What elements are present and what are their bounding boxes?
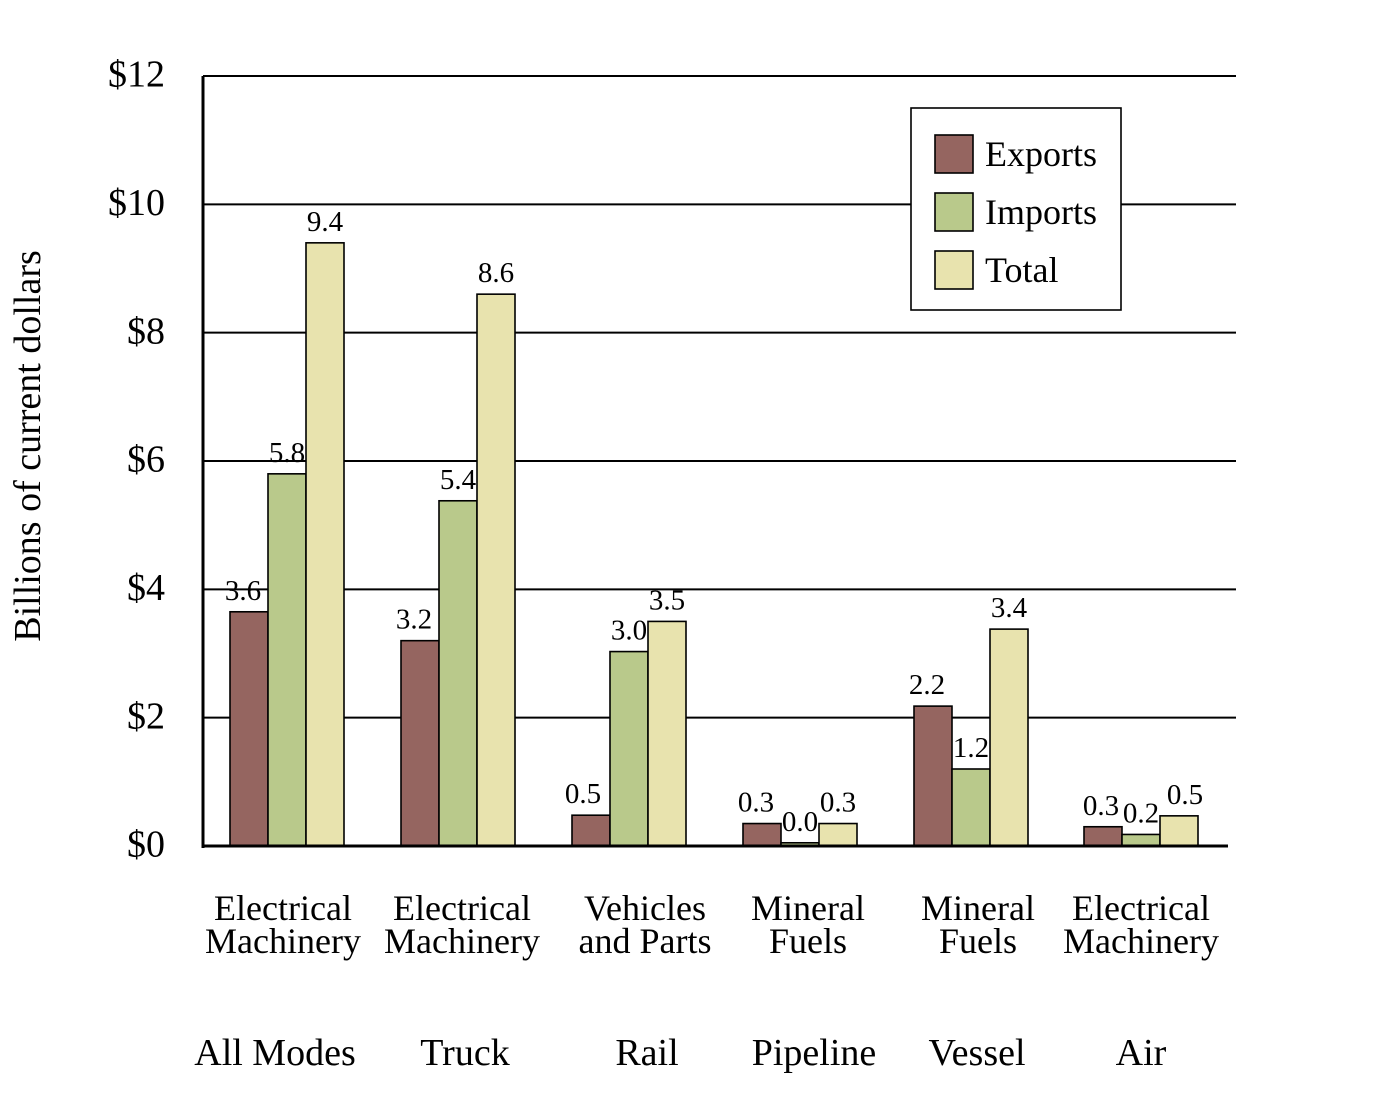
category-label: Mineral [921,888,1035,928]
value-label: 0.2 [1123,797,1159,829]
category-label: Vehicles [584,888,706,928]
value-label: 3.2 [396,604,432,636]
category-labels: ElectricalMachineryElectricalMachineryVe… [205,888,1219,961]
category-label: Electrical [214,888,352,928]
bar-exports [571,814,611,847]
category-label: Machinery [384,921,540,961]
value-label: 2.2 [909,669,945,701]
bar-total [647,620,687,847]
value-label: 3.6 [225,575,261,607]
y-tick-label: $10 [108,182,165,224]
value-label: 3.5 [649,584,685,616]
bar-total [476,293,516,847]
y-tick-label: $4 [127,567,165,609]
mode-label: Rail [615,1032,678,1074]
legend-swatch-total [934,250,974,290]
value-label: 0.0 [782,806,818,838]
legend: Exports Imports Total [910,107,1122,311]
y-axis-title: Billions of current dollars [7,250,49,642]
value-labels: 3.6 3.2 0.5 0.3 2.2 0.3 5.8 5.4 3.0 0.0 1.2 0.2 9.4 8… [225,206,1203,838]
bars [229,242,1199,847]
category-label: Fuels [769,921,847,961]
bar-imports [267,473,307,847]
value-label: 5.8 [269,437,305,469]
y-tick-label: $2 [127,695,165,737]
y-tick-label: $12 [108,54,165,96]
value-label: 9.4 [307,206,344,238]
mode-labels: All Modes Truck Rail Pipeline Vessel Air [194,1032,1166,1074]
bar-exports [913,705,953,847]
legend-label: Exports [985,134,1097,174]
value-label: 3.4 [991,592,1028,624]
value-label: 5.4 [440,464,477,496]
bar-exports [229,610,269,847]
grid-lines [203,75,1236,719]
value-label: 0.3 [1083,790,1119,822]
legend-label: Total [985,250,1058,290]
value-label: 0.3 [738,787,774,819]
bar-imports [609,650,649,847]
bar-imports [1121,833,1161,847]
value-label: 0.5 [1167,779,1203,811]
bar-total [989,628,1029,847]
bar-total [1159,815,1199,847]
mode-label: Pipeline [752,1032,877,1074]
bar-exports [742,822,782,847]
value-label: 3.0 [611,615,647,647]
bar-total [818,822,858,847]
value-label: 0.3 [820,787,856,819]
category-label: Machinery [205,921,361,961]
bar-exports [400,639,440,847]
mode-label: Air [1116,1032,1167,1074]
category-label: and Parts [579,921,712,961]
value-label: 1.2 [953,732,989,764]
category-label: Machinery [1063,921,1219,961]
category-label: Fuels [939,921,1017,961]
mode-label: Truck [420,1032,509,1074]
y-tick-label: $0 [127,824,165,866]
mode-label: All Modes [194,1032,356,1074]
y-axis-tick-labels: $0 $2 $4 $6 $8 $10 $12 [108,54,165,866]
value-label: 0.5 [565,778,601,810]
bar-imports [951,768,991,847]
y-tick-label: $8 [127,310,165,352]
legend-label: Imports [985,192,1097,232]
category-label: Electrical [1072,888,1210,928]
legend-swatch-exports [934,134,974,174]
y-tick-label: $6 [127,439,165,481]
bar-total [305,242,345,847]
bar-exports [1083,825,1123,847]
value-label: 8.6 [478,257,514,289]
mode-label: Vessel [928,1032,1025,1074]
legend-swatch-imports [934,192,974,232]
bar-imports [438,499,478,847]
category-label: Mineral [751,888,865,928]
category-label: Electrical [393,888,531,928]
